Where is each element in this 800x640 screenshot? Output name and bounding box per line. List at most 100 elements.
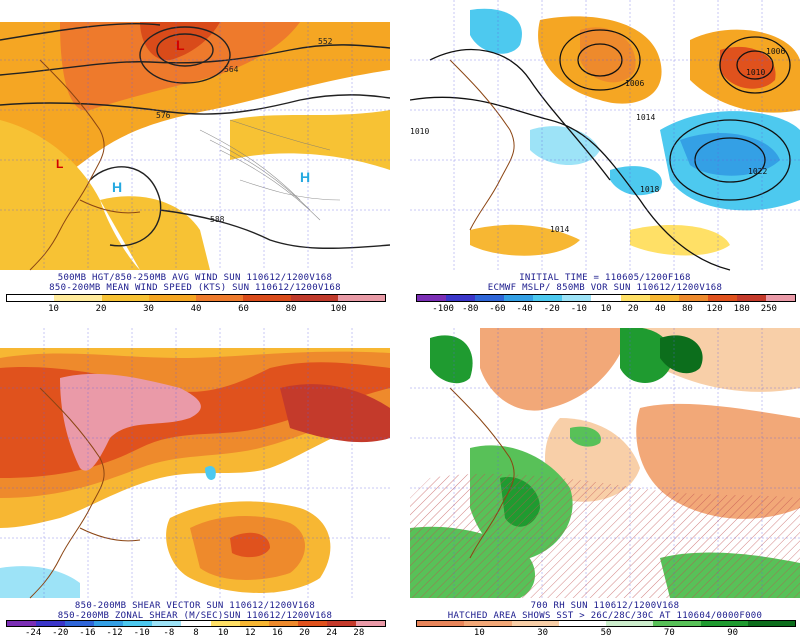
svg-text:564: 564 xyxy=(224,65,239,74)
caption-line1: 850-200MB SHEAR VECTOR SUN 110612/1200V1… xyxy=(74,601,316,611)
colorbar-tick-label: 20 xyxy=(627,304,639,314)
colorbar-swatch xyxy=(620,295,650,301)
colorbar-swatch xyxy=(54,295,102,301)
colorbar-swatch xyxy=(297,621,327,626)
colorbar-swatch xyxy=(94,621,124,626)
colorbar-tick-label: 10 xyxy=(48,304,59,314)
colorbar-swatch xyxy=(533,295,563,301)
colorbar-swatch xyxy=(152,621,182,626)
colorbar-tick-label: 70 xyxy=(663,628,675,638)
svg-text:552: 552 xyxy=(318,37,333,46)
colorbar-tick-label: 10 xyxy=(600,304,612,314)
svg-text:576: 576 xyxy=(156,111,171,120)
colorbar-swatch xyxy=(181,621,211,626)
colorbar-swatch xyxy=(653,621,701,626)
colorbar-tick-label: 20 xyxy=(299,628,310,638)
colorbar-swatch xyxy=(7,295,55,301)
caption-line1: INITIAL TIME = 110605/1200F168 xyxy=(519,273,691,283)
colorbar-swatch xyxy=(123,621,153,626)
caption-line2: ECMWF MSLP/ 850MB VOR SUN 110612/1200V16… xyxy=(487,283,723,293)
colorbar-swatch xyxy=(591,295,621,301)
colorbar-tick-label: 90 xyxy=(727,628,739,638)
colorbar-swatch xyxy=(65,621,95,626)
colorbar-tick-label: 30 xyxy=(143,304,154,314)
colorbar xyxy=(6,620,386,627)
colorbar-tick-label: 80 xyxy=(682,304,693,314)
colorbar-tick-label: 80 xyxy=(285,304,297,314)
colorbar-tick-label: 50 xyxy=(600,628,612,638)
svg-text:1022: 1022 xyxy=(748,167,767,176)
colorbar-swatch xyxy=(707,295,737,301)
colorbar-swatch xyxy=(700,621,748,626)
colorbar-tick-label: 40 xyxy=(190,304,202,314)
colorbar-swatch xyxy=(239,621,269,626)
panel-500mb-wind: L L H H 552 564 576 588 500MB HGT/850-25… xyxy=(0,0,390,314)
colorbar-tick-label: 100 xyxy=(330,304,347,314)
colorbar-tick-label: -16 xyxy=(79,628,96,638)
colorbar-ticks: 10 30 50 70 90 xyxy=(416,628,796,640)
colorbar-tick-label: -10 xyxy=(570,304,587,314)
colorbar-tick-label: 20 xyxy=(95,304,107,314)
colorbar-tick-label: 10 xyxy=(217,628,229,638)
colorbar-tick-label: -10 xyxy=(133,628,150,638)
svg-text:1006: 1006 xyxy=(766,47,785,56)
map-shear xyxy=(0,328,390,599)
colorbar-tick-label: 28 xyxy=(353,628,365,638)
colorbar-tick-label: -40 xyxy=(516,304,533,314)
low-symbol: L xyxy=(56,157,63,171)
colorbar-swatch xyxy=(417,295,447,301)
colorbar-swatch xyxy=(101,295,149,301)
colorbar-tick-label: -100 xyxy=(432,304,454,314)
colorbar-swatch xyxy=(243,295,291,301)
colorbar-swatch xyxy=(558,621,606,626)
colorbar-swatch xyxy=(36,621,66,626)
colorbar-swatch xyxy=(196,295,244,301)
colorbar-ticks: -100 -80 -60 -40 -20 -10 10 20 40 80 120 180 250 xyxy=(416,304,796,316)
caption-line1: 500MB HGT/850-250MB AVG WIND SUN 110612/… xyxy=(57,273,333,283)
low-symbol: L xyxy=(176,37,185,53)
svg-text:1014: 1014 xyxy=(636,113,655,122)
map-500mb-wind: L L H H 552 564 576 588 xyxy=(0,22,390,271)
colorbar-swatch xyxy=(290,295,338,301)
caption-line2: 850-200MB MEAN WIND SPEED (KTS) SUN 1106… xyxy=(49,283,341,293)
colorbar-swatch xyxy=(747,621,795,626)
map-rh-sst xyxy=(410,328,800,598)
svg-text:1018: 1018 xyxy=(640,185,659,194)
svg-text:1010: 1010 xyxy=(410,127,429,136)
colorbar-swatch xyxy=(562,295,592,301)
colorbar-swatch xyxy=(649,295,679,301)
colorbar-tick-label: -60 xyxy=(489,304,506,314)
colorbar-swatch xyxy=(7,621,37,626)
colorbar-swatch xyxy=(417,621,465,626)
svg-text:1014: 1014 xyxy=(550,225,569,234)
svg-text:1006: 1006 xyxy=(625,79,644,88)
colorbar-swatch xyxy=(210,621,240,626)
colorbar-tick-label: 180 xyxy=(733,304,750,314)
svg-text:1010: 1010 xyxy=(746,68,765,77)
colorbar-tick-label: -24 xyxy=(25,628,42,638)
caption-line2: HATCHED AREA SHOWS SST > 26C/28C/30C AT … xyxy=(447,611,763,621)
colorbar-swatch xyxy=(504,295,534,301)
colorbar-tick-label: 24 xyxy=(326,628,338,638)
colorbar-swatch xyxy=(475,295,505,301)
caption-line1: 700 RH SUN 110612/1200V168 xyxy=(530,601,680,611)
colorbar-swatch xyxy=(765,295,796,301)
colorbar-swatch xyxy=(678,295,708,301)
colorbar-tick-label: 30 xyxy=(537,628,549,638)
colorbar-ticks: 10 20 30 40 60 80 100 xyxy=(6,304,386,316)
map-mslp-vorticity: 1006 1006 1010 1014 1022 1018 1010 1014 xyxy=(410,0,800,271)
colorbar xyxy=(416,294,796,302)
colorbar-tick-label: -20 xyxy=(543,304,560,314)
svg-text:588: 588 xyxy=(210,215,225,224)
colorbar-tick-label: -80 xyxy=(462,304,479,314)
colorbar-tick-label: -8 xyxy=(163,628,175,638)
colorbar-swatch xyxy=(326,621,356,626)
colorbar-tick-label: 12 xyxy=(244,628,256,638)
high-symbol: H xyxy=(300,169,310,185)
colorbar-swatch xyxy=(355,621,386,626)
colorbar-tick-label: 60 xyxy=(238,304,249,314)
colorbar-tick-label: 8 xyxy=(193,628,199,638)
colorbar-tick-label: -20 xyxy=(52,628,69,638)
colorbar-ticks: -24 -20 -16 -12 -10 -8 8 10 12 16 20 24 28 xyxy=(6,628,386,640)
colorbar-swatch xyxy=(268,621,298,626)
